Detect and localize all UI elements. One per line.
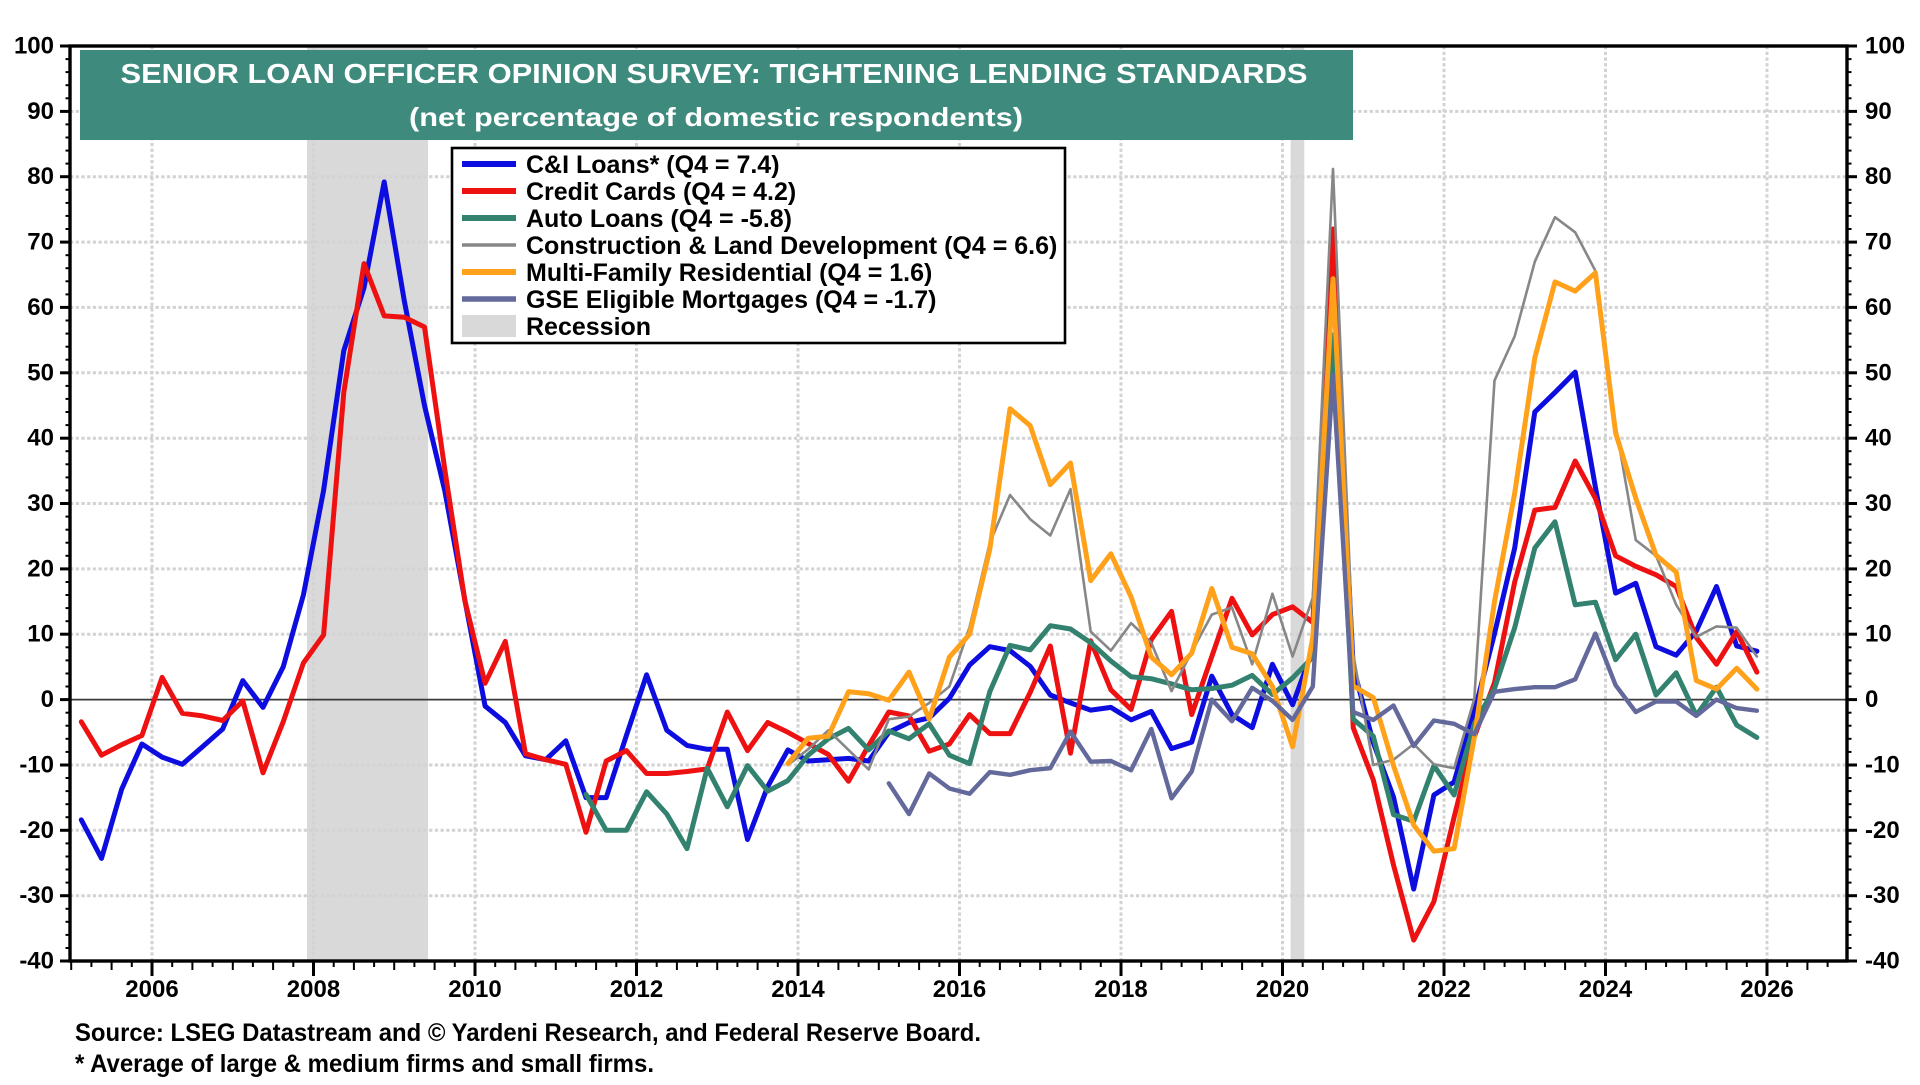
svg-text:C&I Loans* (Q4 = 7.4): C&I Loans* (Q4 = 7.4) xyxy=(526,151,780,179)
svg-text:80: 80 xyxy=(27,163,54,190)
svg-text:-10: -10 xyxy=(19,752,54,779)
svg-text:2016: 2016 xyxy=(933,976,986,1003)
svg-text:2026: 2026 xyxy=(1740,976,1793,1003)
svg-text:30: 30 xyxy=(27,490,54,517)
svg-text:-30: -30 xyxy=(1865,882,1900,909)
svg-text:-10: -10 xyxy=(1865,752,1900,779)
svg-text:0: 0 xyxy=(41,686,54,713)
svg-text:2024: 2024 xyxy=(1579,976,1633,1003)
svg-text:10: 10 xyxy=(27,621,54,648)
svg-text:100: 100 xyxy=(14,33,54,60)
svg-text:60: 60 xyxy=(27,294,54,321)
svg-text:50: 50 xyxy=(27,359,54,386)
svg-text:Credit Cards (Q4 = 4.2): Credit Cards (Q4 = 4.2) xyxy=(526,178,796,206)
svg-text:60: 60 xyxy=(1865,294,1892,321)
svg-text:* Average of large & medium fi: * Average of large & medium firms and sm… xyxy=(75,1050,654,1078)
svg-text:-40: -40 xyxy=(19,948,54,975)
svg-text:-40: -40 xyxy=(1865,948,1900,975)
svg-text:80: 80 xyxy=(1865,163,1892,190)
svg-text:90: 90 xyxy=(1865,98,1892,125)
svg-text:GSE Eligible Mortgages (Q4 = -: GSE Eligible Mortgages (Q4 = -1.7) xyxy=(526,286,937,314)
svg-text:40: 40 xyxy=(1865,425,1892,452)
svg-text:-30: -30 xyxy=(19,882,54,909)
svg-text:Construction & Land Developmen: Construction & Land Development (Q4 = 6.… xyxy=(526,232,1057,260)
svg-text:(net percentage of domestic re: (net percentage of domestic respondents) xyxy=(409,102,1023,132)
svg-text:-20: -20 xyxy=(19,817,54,844)
svg-text:100: 100 xyxy=(1865,33,1905,60)
svg-text:2020: 2020 xyxy=(1256,976,1309,1003)
svg-text:0: 0 xyxy=(1865,686,1878,713)
svg-text:2010: 2010 xyxy=(448,976,501,1003)
svg-text:Recession: Recession xyxy=(526,313,651,341)
svg-text:40: 40 xyxy=(27,425,54,452)
svg-text:2014: 2014 xyxy=(771,976,825,1003)
svg-text:2006: 2006 xyxy=(125,976,178,1003)
svg-text:Auto Loans (Q4 = -5.8): Auto Loans (Q4 = -5.8) xyxy=(526,205,792,233)
svg-text:2012: 2012 xyxy=(610,976,663,1003)
svg-text:2022: 2022 xyxy=(1417,976,1470,1003)
svg-text:Source: LSEG Datastream and ©: Source: LSEG Datastream and © Yardeni Re… xyxy=(75,1019,981,1047)
svg-text:20: 20 xyxy=(27,555,54,582)
svg-text:Multi-Family Residential (Q4 =: Multi-Family Residential (Q4 = 1.6) xyxy=(526,259,932,287)
svg-text:30: 30 xyxy=(1865,490,1892,517)
svg-text:10: 10 xyxy=(1865,621,1892,648)
svg-text:20: 20 xyxy=(1865,555,1892,582)
svg-text:70: 70 xyxy=(1865,229,1892,256)
svg-text:50: 50 xyxy=(1865,359,1892,386)
svg-text:-20: -20 xyxy=(1865,817,1900,844)
svg-text:2008: 2008 xyxy=(287,976,340,1003)
svg-text:90: 90 xyxy=(27,98,54,125)
svg-text:70: 70 xyxy=(27,229,54,256)
svg-text:SENIOR LOAN OFFICER OPINION SU: SENIOR LOAN OFFICER OPINION SURVEY: TIGH… xyxy=(121,58,1308,89)
svg-text:2018: 2018 xyxy=(1094,976,1147,1003)
